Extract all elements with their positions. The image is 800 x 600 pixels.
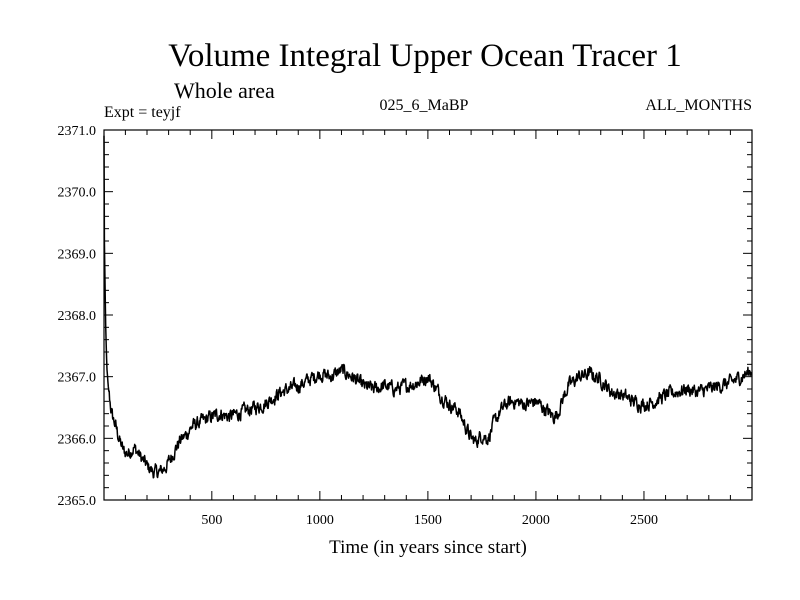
y-tick-label: 2368.0 — [58, 309, 97, 324]
y-tick-label: 2370.0 — [58, 186, 97, 201]
period-label: 025_6_MaBP — [380, 97, 469, 114]
x-tick-label: 1000 — [306, 513, 334, 528]
y-tick-label: 2367.0 — [58, 371, 97, 386]
x-tick-label: 1500 — [414, 513, 442, 528]
y-tick-label: 2366.0 — [58, 432, 97, 447]
experiment-label: Expt = teyjf — [104, 104, 181, 121]
chart-title: Volume Integral Upper Ocean Tracer 1 — [168, 38, 681, 74]
x-tick-label: 500 — [201, 513, 222, 528]
y-tick-label: 2369.0 — [58, 247, 97, 262]
x-tick-label: 2500 — [630, 513, 658, 528]
x-axis-label: Time (in years since start) — [329, 537, 527, 558]
x-axis-tick-labels: 500 1000 1500 2000 2500 — [201, 513, 658, 528]
x-axis-ticks — [124, 130, 731, 500]
months-label: ALL_MONTHS — [645, 97, 752, 114]
plot-frame — [103, 129, 753, 501]
y-tick-label: 2371.0 — [58, 124, 97, 139]
series-line — [103, 135, 753, 479]
x-tick-label: 2000 — [522, 513, 550, 528]
chart-subtitle: Whole area — [174, 78, 275, 103]
y-axis-tick-labels: 2365.0 2366.0 2367.0 2368.0 2369.0 2370.0 2371… — [58, 124, 97, 509]
y-tick-label: 2365.0 — [58, 494, 97, 509]
